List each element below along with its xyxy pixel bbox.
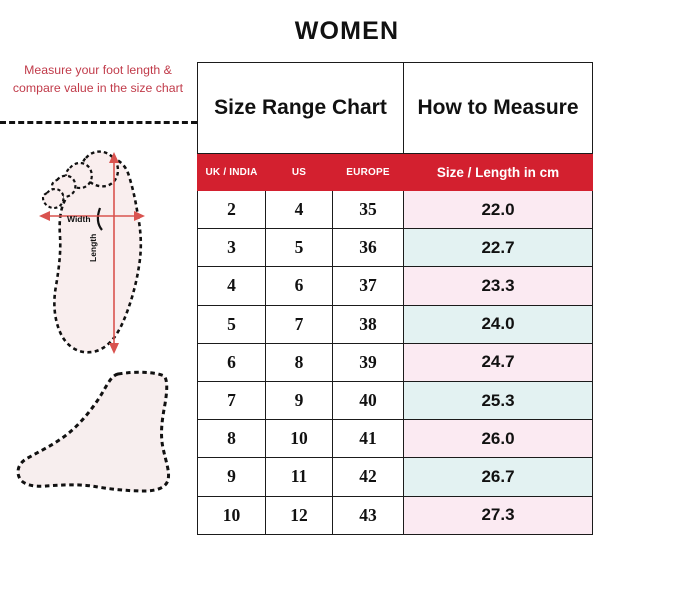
cell-uk: 3 bbox=[197, 228, 266, 268]
table-row: 2 4 35 22.0 bbox=[197, 189, 593, 230]
cell-uk: 5 bbox=[197, 304, 266, 344]
cell-us: 12 bbox=[265, 495, 333, 535]
cell-cm: 23.3 bbox=[403, 266, 593, 306]
foot-side-profile-diagram bbox=[8, 358, 188, 498]
cell-us: 4 bbox=[265, 189, 333, 230]
cell-cm: 26.7 bbox=[403, 457, 593, 497]
table-row: 10 12 43 27.3 bbox=[197, 495, 593, 535]
footprint-sole-diagram bbox=[28, 140, 178, 365]
table-row: 5 7 38 24.0 bbox=[197, 304, 593, 344]
cell-uk: 8 bbox=[197, 419, 266, 459]
cell-eu: 40 bbox=[332, 380, 404, 421]
cell-us: 10 bbox=[265, 419, 333, 459]
group-header-how-to-measure: How to Measure bbox=[403, 62, 593, 154]
column-header-size-length-cm: Size / Length in cm bbox=[403, 153, 593, 191]
cell-eu: 39 bbox=[332, 342, 404, 382]
cell-us: 8 bbox=[265, 342, 333, 382]
page-title: WOMEN bbox=[294, 17, 400, 45]
cell-cm: 24.7 bbox=[403, 342, 593, 382]
column-header-europe: EUROPE bbox=[332, 153, 404, 191]
cell-eu: 42 bbox=[332, 457, 404, 497]
size-chart-table: Size Range Chart How to Measure UK / IND… bbox=[197, 62, 593, 535]
cell-us: 9 bbox=[265, 380, 333, 421]
cell-eu: 41 bbox=[332, 419, 404, 459]
cell-us: 5 bbox=[265, 228, 333, 268]
group-header-size-range: Size Range Chart bbox=[197, 62, 404, 154]
cell-cm: 26.0 bbox=[403, 419, 593, 459]
column-header-uk-india: UK / INDIA bbox=[197, 153, 266, 191]
cell-cm: 22.7 bbox=[403, 228, 593, 268]
cell-us: 6 bbox=[265, 266, 333, 306]
cell-cm: 27.3 bbox=[403, 495, 593, 535]
cell-cm: 25.3 bbox=[403, 380, 593, 421]
table-row: 6 8 39 24.7 bbox=[197, 342, 593, 382]
table-row: 4 6 37 23.3 bbox=[197, 266, 593, 306]
cell-uk: 9 bbox=[197, 457, 266, 497]
cell-eu: 38 bbox=[332, 304, 404, 344]
cell-cm: 24.0 bbox=[403, 304, 593, 344]
cell-uk: 7 bbox=[197, 380, 266, 421]
measure-instruction-caption: Measure your foot length & compare value… bbox=[12, 63, 184, 95]
table-row: 7 9 40 25.3 bbox=[197, 380, 593, 421]
table-row: 8 10 41 26.0 bbox=[197, 419, 593, 459]
cell-eu: 36 bbox=[332, 228, 404, 268]
cell-uk: 2 bbox=[197, 189, 266, 230]
cell-eu: 35 bbox=[332, 189, 404, 230]
cell-us: 7 bbox=[265, 304, 333, 344]
cell-eu: 37 bbox=[332, 266, 404, 306]
length-label: Length bbox=[88, 233, 98, 262]
cell-us: 11 bbox=[265, 457, 333, 497]
table-row: 3 5 36 22.7 bbox=[197, 228, 593, 268]
table-column-header-row: UK / INDIA US EUROPE Size / Length in cm bbox=[197, 153, 593, 191]
table-row: 9 11 42 26.7 bbox=[197, 457, 593, 497]
cell-uk: 10 bbox=[197, 495, 266, 535]
cell-uk: 6 bbox=[197, 342, 266, 382]
dashed-divider bbox=[0, 121, 197, 124]
table-group-header-row: Size Range Chart How to Measure bbox=[197, 62, 593, 154]
cell-uk: 4 bbox=[197, 266, 266, 306]
cell-eu: 43 bbox=[332, 495, 404, 535]
width-label: Width bbox=[67, 214, 91, 224]
column-header-us: US bbox=[265, 153, 333, 191]
cell-cm: 22.0 bbox=[403, 189, 593, 230]
